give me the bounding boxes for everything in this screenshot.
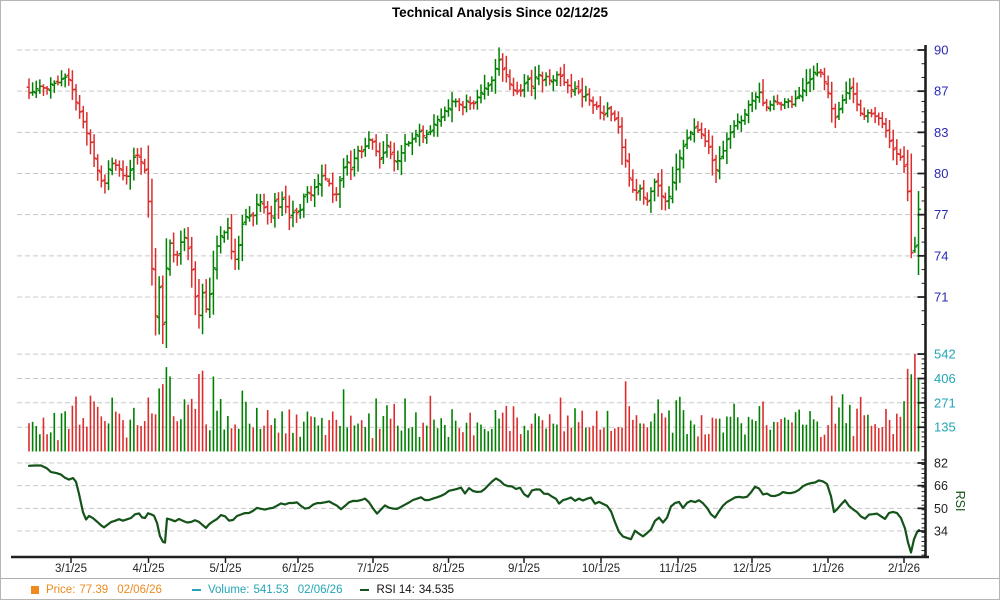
rsi-axis-title: RSI — [953, 491, 967, 512]
svg-text:8/1/25: 8/1/25 — [433, 563, 465, 575]
rsi-legend-value: 34.535 — [418, 584, 455, 596]
svg-text:2/1/26: 2/1/26 — [888, 563, 920, 575]
volume-marker-icon — [191, 588, 201, 592]
svg-text:6/1/25: 6/1/25 — [282, 563, 314, 575]
svg-text:11/1/25: 11/1/25 — [659, 563, 697, 575]
volume-legend-value: 541.53 — [253, 584, 289, 596]
legend-price: Price: 77.39 02/06/26 — [31, 584, 162, 596]
price-legend-date: 02/06/26 — [117, 584, 162, 596]
svg-text:RSI: RSI — [953, 491, 967, 512]
svg-text:80: 80 — [934, 166, 948, 181]
price-legend-value: 77.39 — [79, 584, 109, 596]
rsi-marker-icon — [360, 588, 370, 592]
month-labels: 3/1/25 4/1/25 5/1/25 6/1/25 7/1/25 8/1/25 9/1/… — [55, 558, 920, 575]
chart-title: Technical Analysis Since 02/12/25 — [391, 5, 609, 20]
svg-text:7/1/25: 7/1/25 — [357, 563, 389, 575]
svg-text:12/1/25: 12/1/25 — [733, 563, 771, 575]
legend-separator — [1, 578, 999, 579]
svg-text:87: 87 — [934, 84, 948, 99]
legend: Price: 77.39 02/06/26 Volume: 541.53 02/… — [31, 581, 454, 599]
price-marker-icon — [31, 586, 39, 594]
svg-text:10/1/25: 10/1/25 — [582, 563, 620, 575]
svg-text:71: 71 — [934, 290, 948, 305]
svg-text:4/1/25: 4/1/25 — [133, 563, 165, 575]
volume-legend-label: Volume: — [207, 584, 250, 596]
rsi-line — [27, 464, 921, 554]
svg-text:1/1/26: 1/1/26 — [812, 563, 844, 575]
axis-labels: 90 87 83 80 77 74 71 542 406 271 135 82 66 50 34 — [934, 43, 956, 539]
legend-rsi: RSI 14: 34.535 — [360, 584, 454, 596]
volume-legend-date: 02/06/26 — [297, 584, 343, 596]
svg-text:50: 50 — [934, 502, 948, 516]
svg-text:9/1/25: 9/1/25 — [508, 563, 540, 575]
volume-series — [28, 354, 920, 452]
svg-text:77: 77 — [934, 207, 948, 222]
chart-canvas: 90 87 83 80 77 74 71 542 406 271 135 82 66 50 34 3/1/25… — [11, 43, 967, 575]
svg-text:3/1/25: 3/1/25 — [55, 563, 87, 575]
svg-text:34: 34 — [934, 525, 948, 539]
axes — [11, 45, 929, 559]
svg-text:135: 135 — [934, 420, 956, 435]
svg-text:83: 83 — [934, 125, 948, 140]
svg-text:271: 271 — [934, 395, 956, 410]
gridlines — [17, 49, 924, 532]
legend-volume: Volume: 541.53 02/06/26 — [191, 584, 343, 596]
svg-text:406: 406 — [934, 371, 956, 386]
svg-text:74: 74 — [934, 248, 948, 263]
svg-text:82: 82 — [934, 456, 948, 470]
rsi-legend-label: RSI 14: — [376, 584, 415, 596]
svg-text:90: 90 — [934, 43, 948, 58]
axis-ticks — [917, 49, 926, 556]
svg-text:5/1/25: 5/1/25 — [210, 563, 242, 575]
svg-text:542: 542 — [934, 347, 956, 362]
svg-text:66: 66 — [934, 479, 948, 493]
price-legend-label: Price: — [46, 584, 76, 596]
price-series — [26, 47, 921, 348]
